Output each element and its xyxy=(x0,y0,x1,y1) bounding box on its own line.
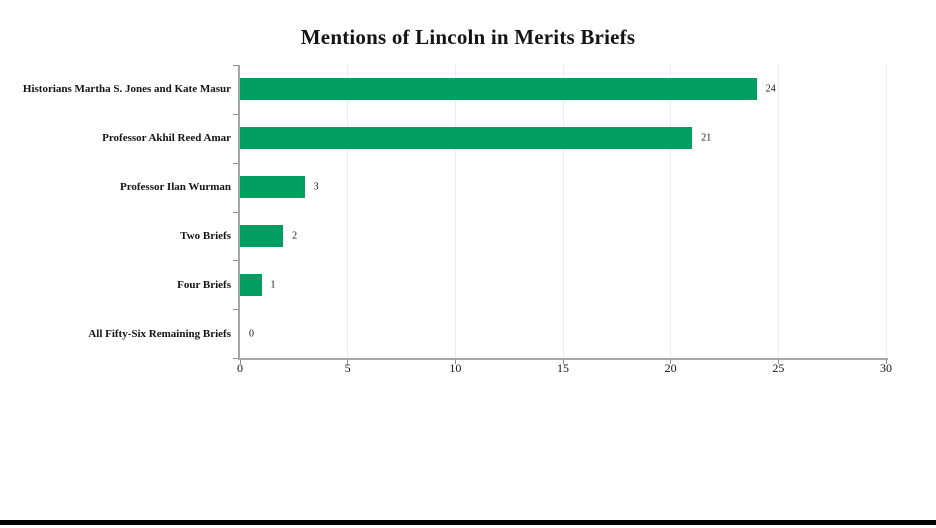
x-axis-line xyxy=(238,358,888,360)
x-axis-tick xyxy=(454,360,456,364)
bar xyxy=(240,78,757,101)
bottom-divider xyxy=(0,520,936,525)
category-label: Professor Akhil Reed Amar xyxy=(102,132,231,145)
x-tick-label: 15 xyxy=(557,361,569,375)
y-axis-tick xyxy=(233,113,238,115)
gridline xyxy=(777,65,779,358)
x-axis-tick xyxy=(347,360,349,364)
category-label: Two Briefs xyxy=(180,229,231,242)
gridline xyxy=(885,65,887,358)
category-label: All Fifty-Six Remaining Briefs xyxy=(88,327,231,340)
x-axis-tick xyxy=(670,360,672,364)
value-label: 24 xyxy=(765,83,776,95)
chart-title: Mentions of Lincoln in Merits Briefs xyxy=(300,25,636,49)
y-axis-tick xyxy=(233,211,238,213)
plot-area: 24 21 3 2 1 0 xyxy=(233,64,888,364)
gridline xyxy=(562,65,564,358)
category-label: Historians Martha S. Jones and Kate Masu… xyxy=(22,83,231,96)
category-label: Four Briefs xyxy=(177,278,231,291)
gridline xyxy=(454,65,456,358)
category-label: Professor Ilan Wurman xyxy=(119,181,231,194)
y-axis-tick xyxy=(233,162,238,164)
y-axis-line xyxy=(238,65,240,358)
y-axis-tick xyxy=(233,357,238,359)
x-tick-label: 10 xyxy=(449,361,462,375)
bar xyxy=(240,176,305,199)
x-axis-tick xyxy=(885,360,887,364)
x-axis-labels: 0 5 10 15 20 25 30 xyxy=(237,361,892,377)
y-axis-tick xyxy=(233,259,238,261)
bar xyxy=(240,224,284,247)
x-axis-tick xyxy=(562,360,564,364)
value-label: 0 xyxy=(249,328,254,340)
bar xyxy=(240,273,262,296)
x-tick-label: 20 xyxy=(664,361,677,375)
x-tick-label: 25 xyxy=(772,361,785,375)
value-label: 21 xyxy=(701,132,712,144)
x-tick-label: 5 xyxy=(344,361,351,375)
bar xyxy=(240,127,693,150)
value-label: 1 xyxy=(270,279,276,291)
x-axis-tick xyxy=(777,360,779,364)
x-tick-label: 30 xyxy=(880,361,892,375)
gridline xyxy=(670,65,672,358)
gridline xyxy=(347,65,349,358)
value-label: 2 xyxy=(292,230,298,242)
y-axis-tick xyxy=(233,64,238,66)
x-axis-tick xyxy=(239,360,241,364)
x-tick-label: 0 xyxy=(237,361,243,375)
value-label: 3 xyxy=(313,181,319,193)
category-axis-labels: Historians Martha S. Jones and Kate Masu… xyxy=(0,65,231,358)
y-axis-tick xyxy=(233,308,238,310)
